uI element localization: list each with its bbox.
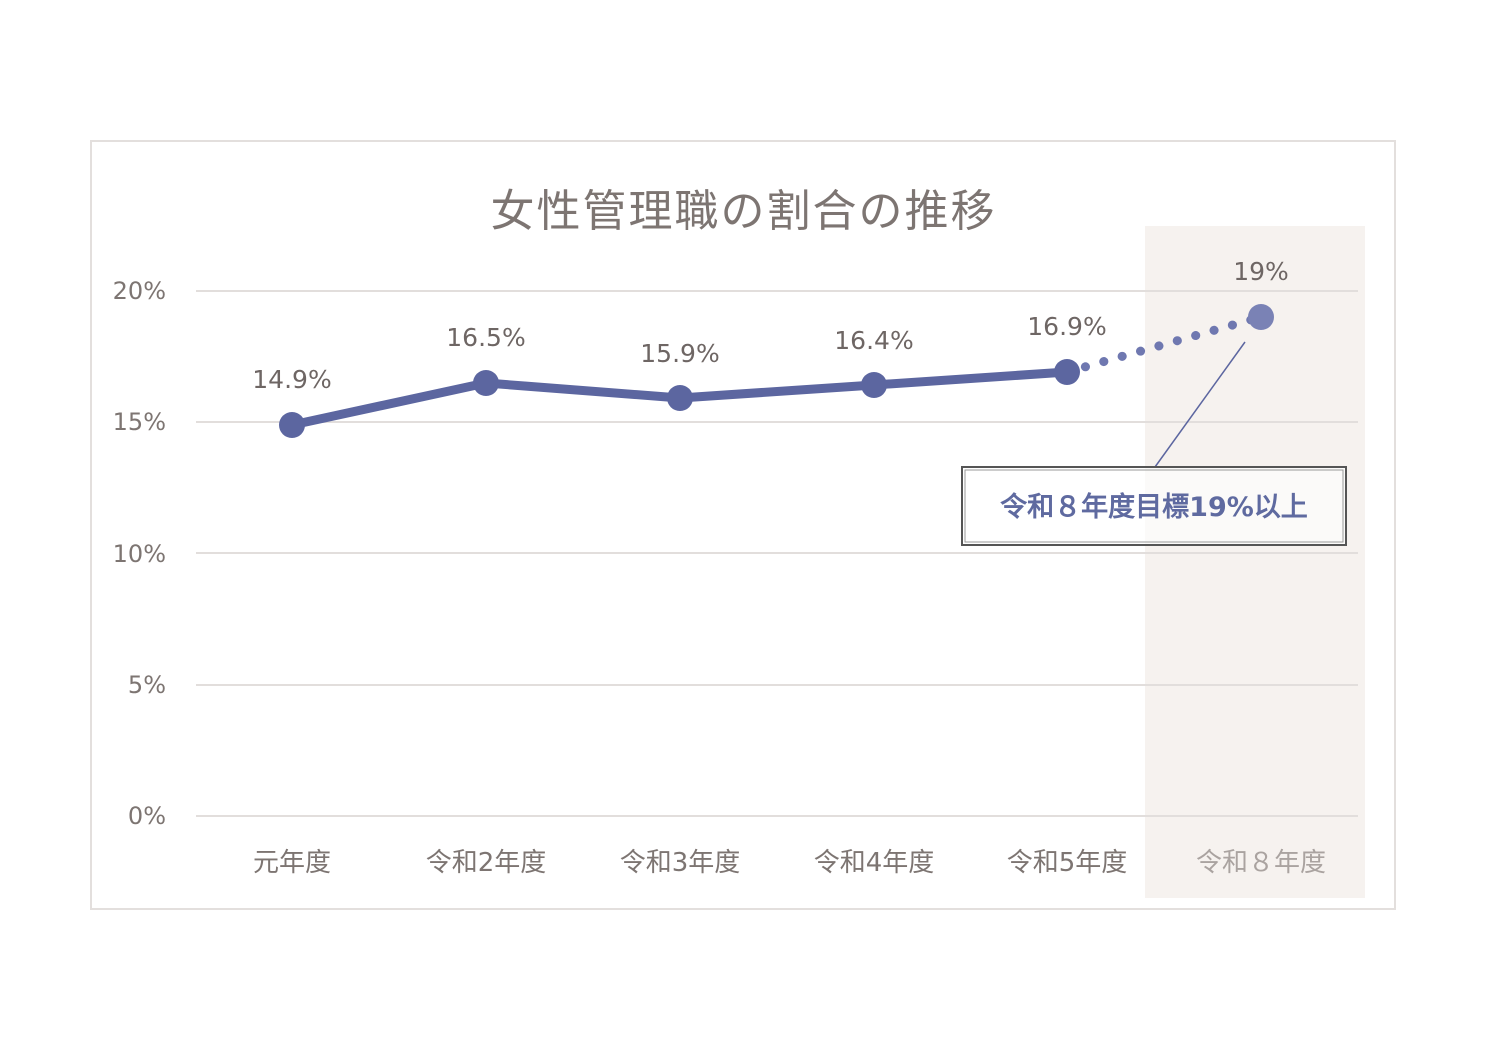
data-label-target: 19%	[1233, 257, 1289, 286]
x-tick: 令和2年度	[426, 848, 547, 878]
data-label: 16.4%	[834, 326, 913, 355]
y-tick: 5%	[128, 671, 166, 699]
x-tick: 令和4年度	[814, 848, 935, 878]
data-label: 15.9%	[640, 339, 719, 368]
data-label: 16.5%	[446, 323, 525, 352]
target-marker	[1248, 304, 1274, 330]
gridlines	[196, 290, 1358, 817]
chart-title: 女性管理職の割合の推移	[490, 186, 997, 237]
x-tick: 令和5年度	[1007, 848, 1128, 878]
x-tick: 令和3年度	[620, 848, 741, 878]
y-tick: 10%	[113, 540, 166, 568]
y-tick: 20%	[113, 277, 166, 305]
x-tick: 元年度	[253, 848, 331, 878]
y-tick: 15%	[113, 408, 166, 436]
data-label: 16.9%	[1027, 312, 1106, 341]
callout-leader-line	[1154, 341, 1246, 468]
callout-text: 令和８年度目標19%以上	[1000, 491, 1308, 523]
target-dotted-line	[1062, 312, 1266, 377]
callout-box	[961, 466, 1347, 546]
target-highlight-band	[1145, 226, 1365, 898]
data-label: 14.9%	[252, 365, 331, 394]
x-tick-target: 令和８年度	[1196, 848, 1326, 878]
actual-markers	[279, 359, 1080, 438]
y-tick: 0%	[128, 802, 166, 830]
